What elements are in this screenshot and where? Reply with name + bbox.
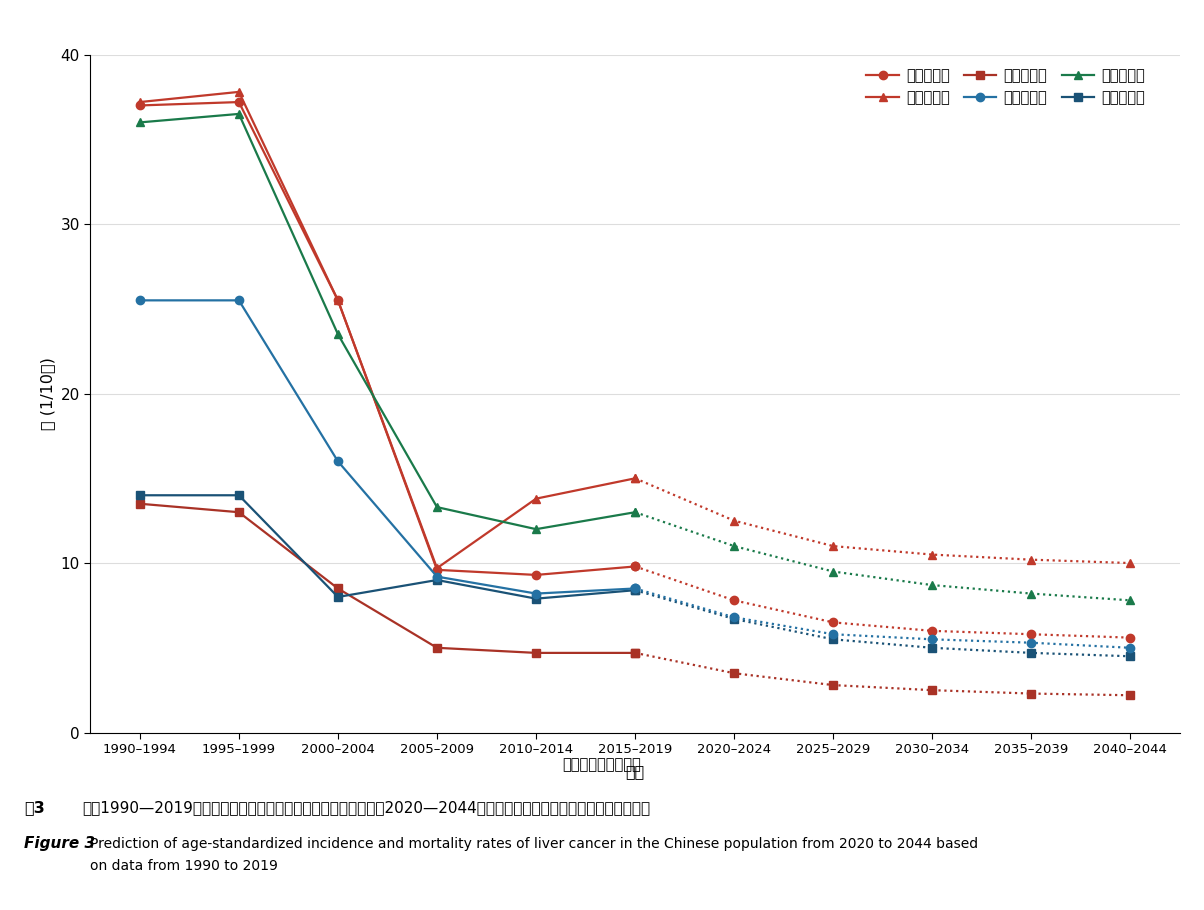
Text: 基于1990—2019年中国人群肝癌年龄标准化发病率和死亡率预测2020—2044年中国人群肝癌年龄标准化发病率和死亡率: 基于1990—2019年中国人群肝癌年龄标准化发病率和死亡率预测2020—204…: [82, 800, 650, 814]
Text: 图3: 图3: [24, 800, 45, 814]
Text: 注：虚线表示预测值: 注：虚线表示预测值: [562, 757, 642, 772]
Text: on data from 1990 to 2019: on data from 1990 to 2019: [90, 859, 278, 873]
Text: Figure 3: Figure 3: [24, 836, 95, 851]
Text: Prediction of age-standardized incidence and mortality rates of liver cancer in : Prediction of age-standardized incidence…: [90, 837, 979, 851]
X-axis label: 年份: 年份: [626, 764, 644, 779]
Legend: 合计发病率, 男性发病率, 女性发病率, 合计死亡率, 男性死亡率, 女性死亡率: 合计发病率, 男性发病率, 女性发病率, 合计死亡率, 男性死亡率, 女性死亡率: [861, 62, 1151, 111]
Y-axis label: 率 (1/10万): 率 (1/10万): [40, 357, 55, 430]
